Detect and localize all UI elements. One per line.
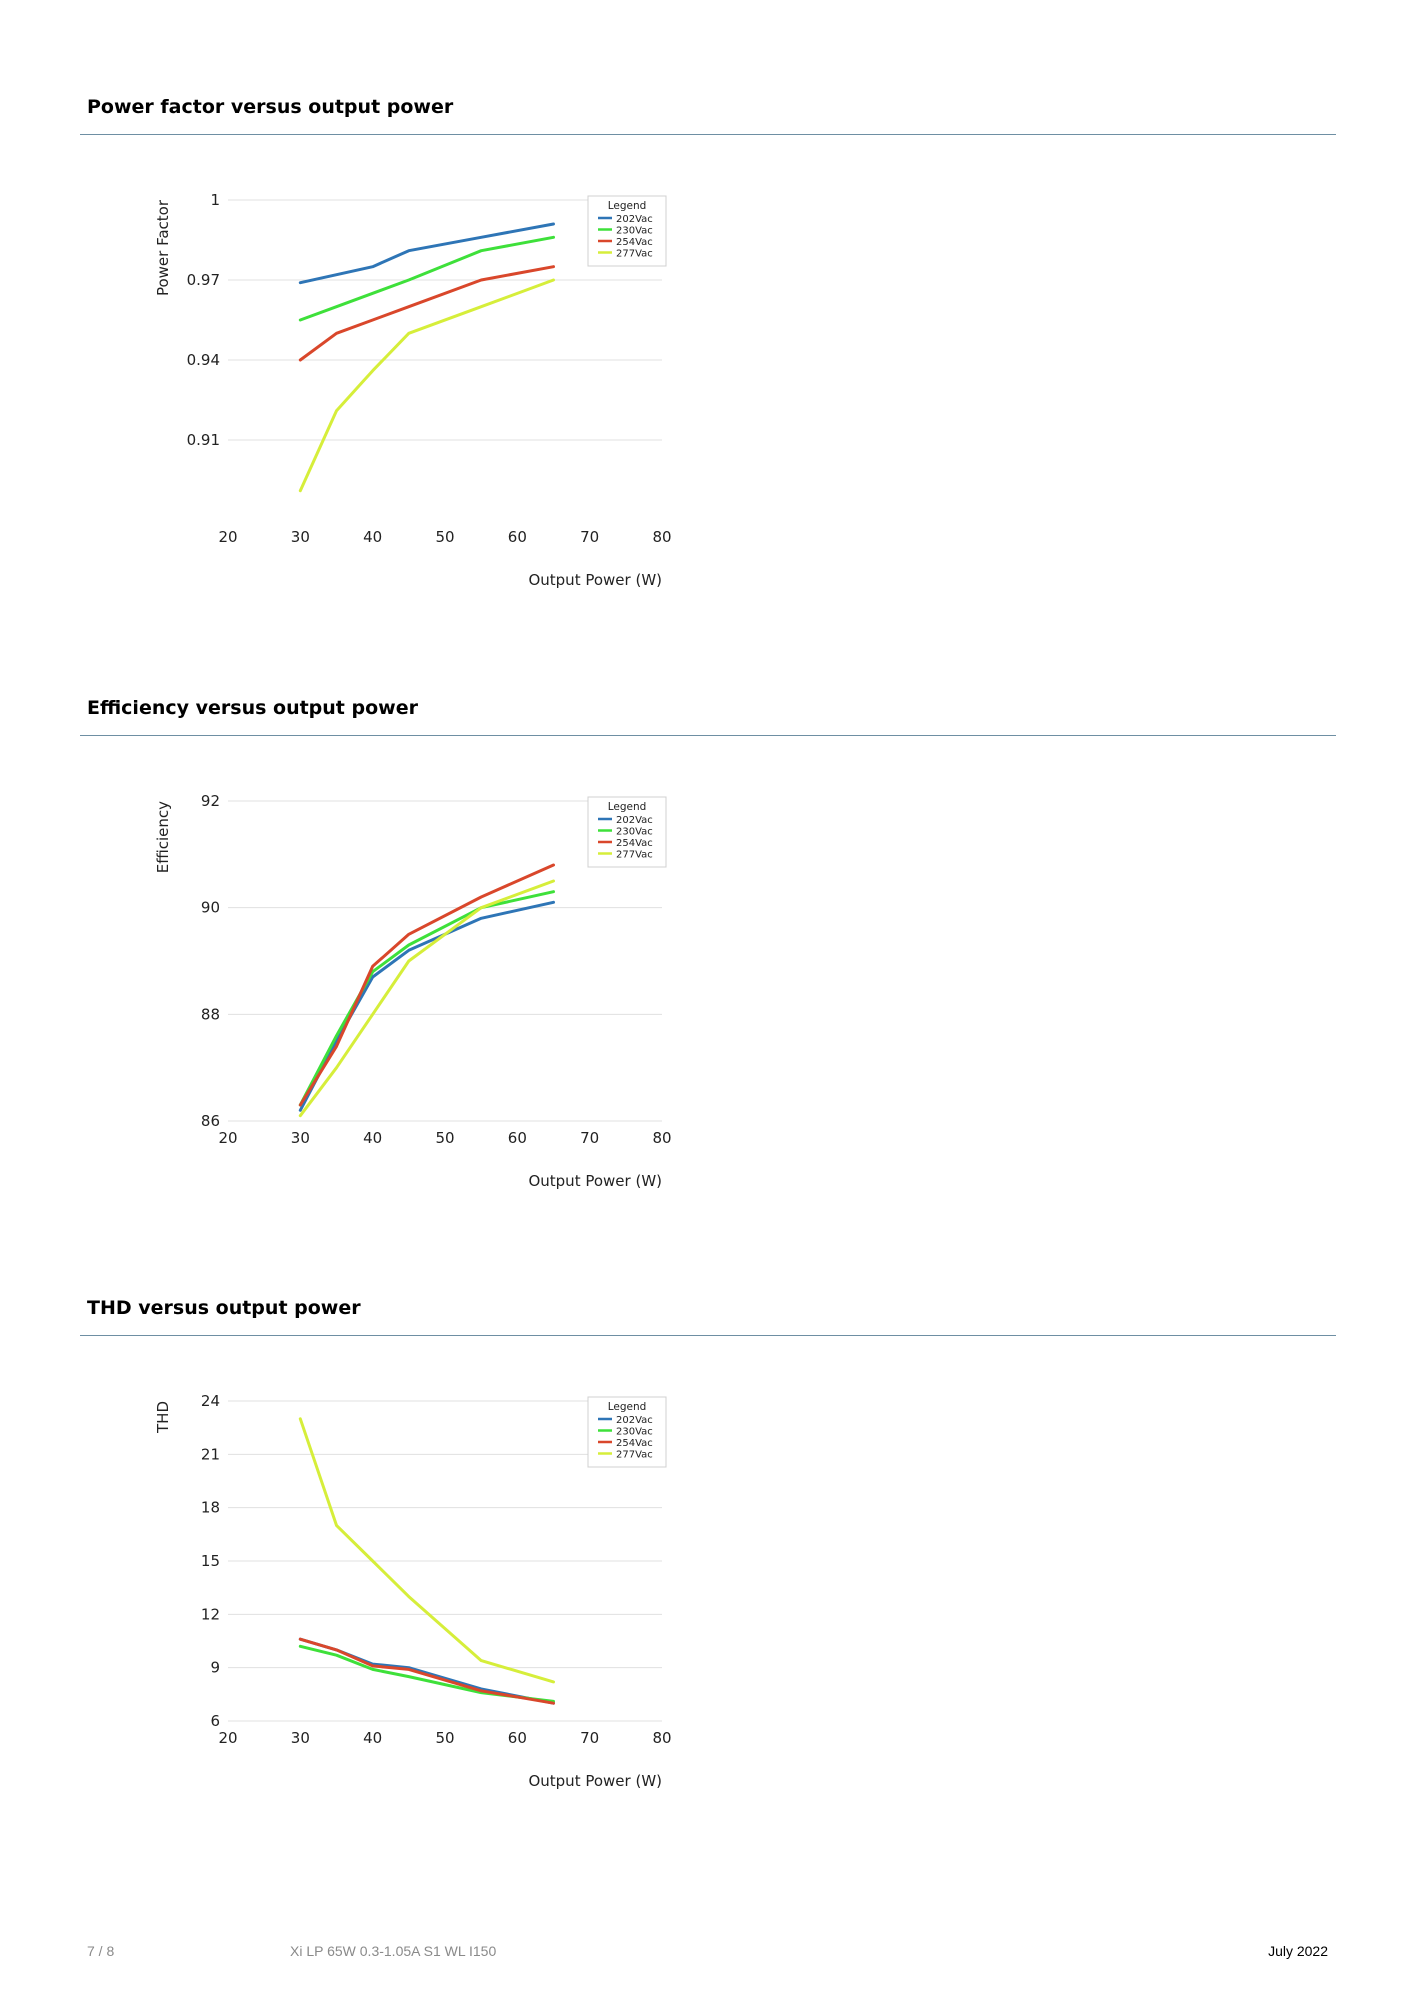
legend-entry: 254Vac [616,838,653,849]
x-tick-label: 40 [363,528,382,546]
legend-box [587,1396,667,1468]
series-line-277vac [298,879,555,1118]
y-tick-label: 0.91 [187,431,220,449]
x-tick-label: 50 [435,1129,454,1147]
legend-title: Legend [608,801,647,813]
y-tick-label: 92 [201,792,220,810]
thd-chart: 6 9 12 15 18 21 24 20 30 40 50 60 70 80 Output Power (… [150,1381,690,1811]
series-line-230vac [298,235,555,322]
series-line-254vac [298,863,555,1107]
y-tick-label: 1 [210,191,220,209]
x-tick-label: 30 [291,1129,310,1147]
legend-entry: 254Vac [616,1438,653,1449]
section-title-thd: THD versus output power [87,1297,361,1319]
x-tick-label: 60 [508,1129,527,1147]
legend-entry: 202Vac [616,1415,653,1426]
x-tick-label: 60 [508,1729,527,1747]
x-tick-label: 20 [218,528,237,546]
y-axis-label: THD [154,1401,172,1434]
section-divider [80,134,1336,135]
footer-page-number: 7 / 8 [87,1943,115,1959]
x-axis-label: Output Power (W) [528,571,662,589]
y-tick-label: 9 [210,1659,220,1677]
legend-entry: 202Vac [616,214,653,225]
x-tick-label: 80 [652,1729,671,1747]
legend-entry: 277Vac [616,850,653,861]
series-line-202vac [298,900,555,1112]
x-tick-label: 50 [435,1729,454,1747]
legend-box [587,195,667,267]
series-line-254vac [298,265,555,362]
legend-entry: 230Vac [616,827,653,838]
legend-entry: 202Vac [616,815,653,826]
x-tick-label: 60 [508,528,527,546]
chart-svg: 0.91 0.94 0.97 1 20 30 40 50 60 70 80 Output Power … [154,191,672,589]
legend-box [587,796,667,868]
legend-entry: 230Vac [616,1427,653,1438]
y-axis-label: Power Factor [154,199,172,296]
x-tick-label: 20 [218,1729,237,1747]
x-tick-label: 70 [580,1729,599,1747]
legend-title: Legend [608,200,647,212]
legend-entry: 277Vac [616,249,653,260]
y-tick-label: 0.97 [187,271,220,289]
series-line-277vac [298,1417,555,1684]
x-tick-label: 80 [652,1129,671,1147]
y-axis-label: Efficiency [154,801,172,873]
x-tick-label: 40 [363,1129,382,1147]
footer-product-name: Xi LP 65W 0.3-1.05A S1 WL I150 [290,1943,497,1959]
y-tick-label: 12 [201,1605,220,1623]
legend-entry: 230Vac [616,226,653,237]
y-tick-label: 24 [201,1392,220,1410]
x-tick-label: 80 [652,528,671,546]
y-tick-label: 0.94 [187,351,220,369]
x-tick-label: 40 [363,1729,382,1747]
section-title-efficiency: Efficiency versus output power [87,697,418,719]
series-line-230vac [298,890,555,1107]
legend-entry: 277Vac [616,1450,653,1461]
series-line-254vac [298,1637,555,1705]
y-tick-label: 6 [210,1712,220,1730]
y-tick-label: 86 [201,1112,220,1130]
legend-title: Legend [608,1401,647,1413]
x-tick-label: 30 [291,1729,310,1747]
y-tick-label: 90 [201,899,220,917]
x-tick-label: 70 [580,528,599,546]
x-axis-label: Output Power (W) [528,1172,662,1190]
footer-date: July 2022 [1268,1943,1328,1959]
y-tick-label: 18 [201,1499,220,1517]
y-tick-label: 88 [201,1005,220,1023]
chart-svg: 6 9 12 15 18 21 24 20 30 40 50 60 70 80 Output Power (… [154,1392,672,1790]
efficiency-chart: 86 88 90 92 20 30 40 50 60 70 80 Output Power (W) Ef… [150,781,690,1211]
x-axis-label: Output Power (W) [528,1772,662,1790]
legend-entry: 254Vac [616,237,653,248]
series-line-277vac [298,278,555,493]
series-line-202vac [298,222,555,285]
power-factor-chart: 0.91 0.94 0.97 1 20 30 40 50 60 70 80 Output Power … [150,180,690,610]
x-tick-label: 20 [218,1129,237,1147]
y-tick-label: 15 [201,1552,220,1570]
x-tick-label: 70 [580,1129,599,1147]
y-tick-label: 21 [201,1445,220,1463]
section-divider [80,1335,1336,1336]
x-tick-label: 50 [435,528,454,546]
section-divider [80,735,1336,736]
section-title-power-factor: Power factor versus output power [87,96,454,118]
chart-svg: 86 88 90 92 20 30 40 50 60 70 80 Output Power (W) Ef… [154,792,672,1190]
x-tick-label: 30 [291,528,310,546]
